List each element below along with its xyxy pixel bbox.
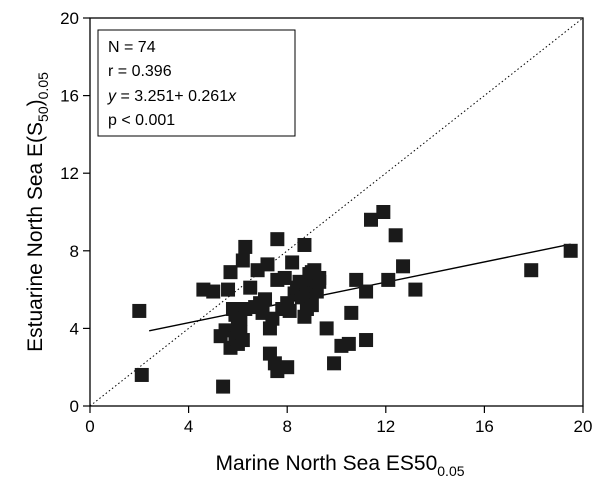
data-point: [359, 333, 374, 348]
y-tick-label: 8: [70, 242, 79, 261]
data-point: [260, 257, 275, 272]
y-tick-label: 0: [70, 397, 79, 416]
stats-box: N = 74 r = 0.396 y = 3.251+ 0.261x p < 0…: [97, 29, 296, 137]
plot-frame: [89, 17, 584, 407]
y-axis-title: Estuarine North Sea E(S50)0.05: [24, 72, 51, 352]
stats-equation: y = 3.251+ 0.261x: [107, 88, 237, 105]
data-point: [216, 379, 231, 394]
data-point: [285, 255, 300, 270]
data-point: [297, 237, 312, 252]
data-point: [563, 243, 578, 258]
y-axis: 0 4 8 12 16 20: [60, 9, 90, 416]
data-point: [282, 303, 297, 318]
data-point: [341, 336, 356, 351]
stats-n: N = 74: [108, 39, 156, 56]
x-axis-title-sub: 0.05: [437, 463, 464, 479]
data-point: [206, 284, 221, 299]
data-point: [364, 212, 379, 227]
data-point: [221, 282, 236, 297]
data-point: [238, 239, 253, 254]
data-point: [304, 298, 319, 313]
data-point: [376, 205, 391, 219]
data-point: [327, 356, 342, 371]
y-tick-label: 12: [60, 164, 79, 183]
equation-y: y: [107, 88, 117, 105]
x-tick-label: 8: [282, 417, 291, 436]
data-point: [277, 270, 292, 285]
data-point: [235, 253, 250, 268]
equation-x: x: [227, 88, 237, 105]
x-axis-title: Marine North Sea ES500.05: [215, 452, 464, 479]
data-point: [132, 303, 147, 318]
stats-p: p < 0.001: [108, 112, 175, 129]
data-point: [396, 259, 411, 274]
x-axis-title-main: Marine North Sea ES50: [215, 452, 437, 475]
y-axis-title-sub1: 50: [35, 106, 51, 122]
data-point: [319, 321, 334, 336]
y-axis-title-sub2: 0.05: [35, 72, 51, 99]
x-tick-label: 20: [574, 417, 593, 436]
reference-line-layer: [90, 18, 583, 406]
data-point: [304, 265, 319, 280]
x-tick-label: 12: [376, 417, 395, 436]
x-tick-label: 0: [85, 417, 94, 436]
data-point: [280, 360, 295, 375]
data-point: [243, 280, 258, 295]
data-point: [349, 272, 364, 287]
x-axis: 0 4 8 12 16 20: [85, 406, 592, 436]
data-point: [408, 282, 423, 297]
data-point: [134, 367, 149, 382]
data-point: [223, 265, 238, 280]
data-point: [359, 284, 374, 299]
y-axis-title-pre: Estuarine North Sea E(S: [24, 122, 47, 352]
y-tick-label: 20: [60, 9, 79, 28]
data-point: [524, 263, 539, 278]
reference-line: [90, 18, 583, 406]
data-point: [388, 228, 403, 243]
stats-r: r = 0.396: [108, 63, 172, 80]
equation-rhs: = 3.251+ 0.261: [116, 88, 228, 105]
data-point: [235, 333, 250, 348]
x-tick-label: 16: [475, 417, 494, 436]
stats-box-frame: [97, 29, 296, 137]
data-point: [381, 272, 396, 287]
y-tick-label: 4: [70, 319, 79, 338]
data-point: [258, 292, 273, 307]
data-point: [270, 232, 285, 247]
y-axis-title-mid: ): [24, 99, 47, 106]
data-point: [344, 305, 359, 320]
y-tick-label: 16: [60, 87, 79, 106]
data-points: [132, 205, 578, 394]
x-tick-label: 4: [184, 417, 193, 436]
